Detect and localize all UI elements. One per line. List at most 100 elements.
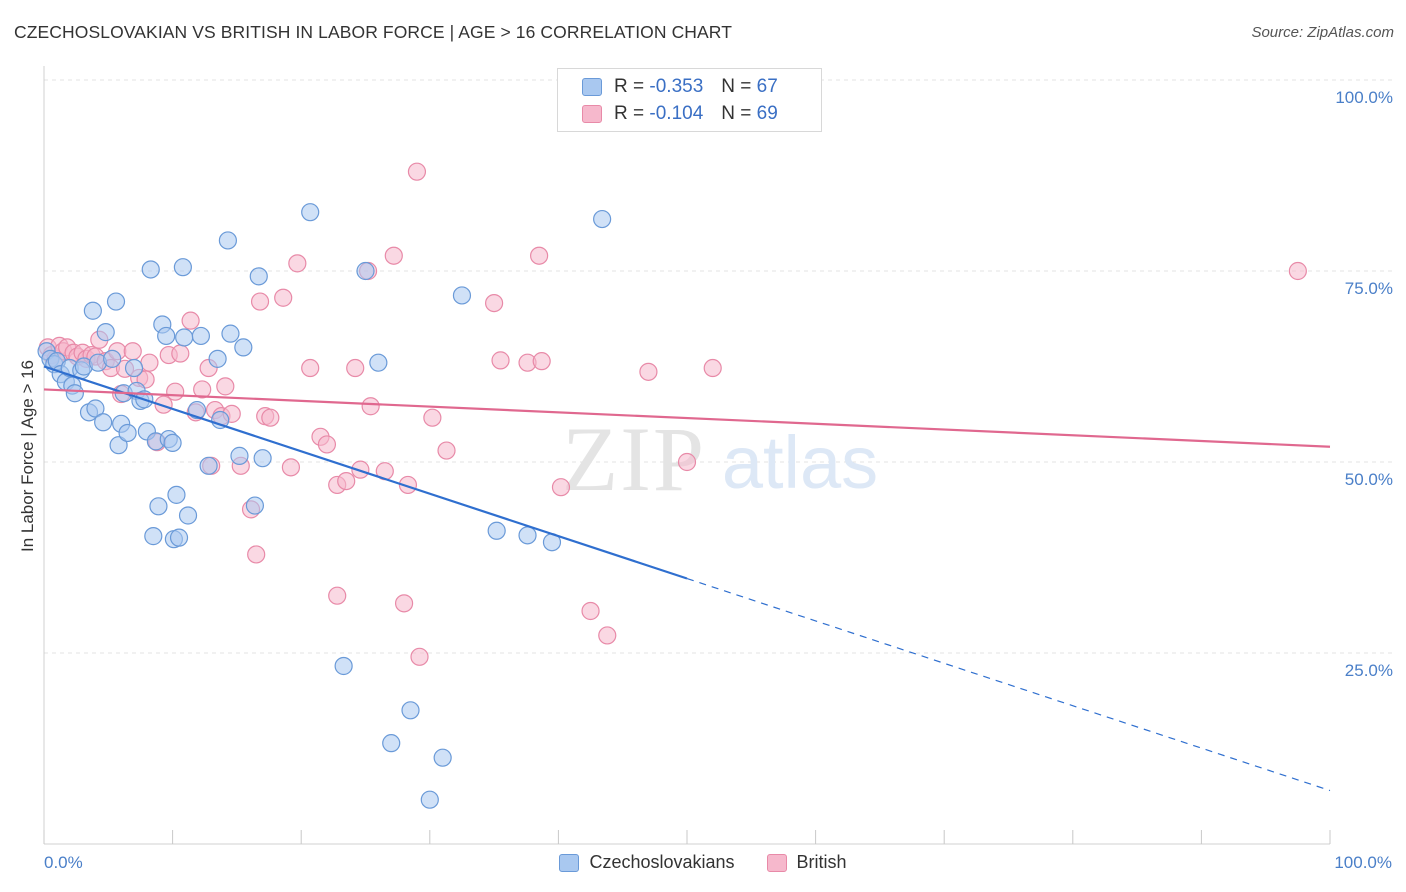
czech-point: [593, 209, 612, 229]
british-point: [181, 311, 200, 330]
czech-point: [249, 267, 268, 286]
british-swatch: [766, 853, 787, 872]
british-point: [361, 397, 380, 416]
n-value: 67: [756, 76, 778, 97]
british-swatch: [582, 105, 602, 123]
legend-item-czechoslovakians[interactable]: Czechoslovakians: [559, 852, 735, 873]
czech-point: [382, 734, 401, 753]
czech-point: [230, 446, 249, 465]
chart-title: CZECHOSLOVAKIAN VS BRITISH IN LABOR FORC…: [14, 22, 733, 42]
stats-legend: R = -0.353 N = 67 R = -0.104 N = 69: [557, 68, 822, 132]
czech-point: [452, 286, 472, 305]
czech-point: [253, 449, 272, 468]
czech-point: [106, 292, 126, 311]
british-point: [485, 293, 504, 313]
czech-point: [141, 260, 160, 279]
czech-point: [191, 326, 210, 346]
british-point: [140, 353, 159, 372]
british-point: [551, 478, 571, 497]
czech-point: [433, 748, 452, 767]
r-label: R =: [614, 76, 645, 97]
czech-point: [301, 203, 320, 222]
czech-point: [221, 324, 240, 343]
czech-point: [149, 497, 168, 516]
czech-trendline-extension: [686, 577, 1331, 792]
czech-point: [369, 353, 388, 372]
british-point: [317, 435, 337, 454]
czech-swatch: [582, 78, 602, 96]
n-label: N =: [721, 76, 752, 97]
czech-point: [487, 521, 506, 540]
british-point: [598, 626, 617, 645]
czech-point: [65, 384, 84, 403]
british-point: [301, 358, 320, 378]
british-point: [193, 380, 212, 399]
british-point: [532, 352, 551, 371]
british-point: [171, 344, 190, 363]
british-point: [274, 288, 293, 307]
british-point: [581, 601, 600, 621]
czechoslovakian-points: [37, 203, 612, 809]
watermark-atlas: atlas: [722, 421, 878, 504]
british-point: [281, 458, 301, 477]
british-point: [250, 292, 270, 311]
british-point: [261, 408, 280, 427]
x-tick-max: 100.0%: [1334, 853, 1392, 872]
british-point: [1288, 261, 1307, 281]
czech-point: [401, 701, 420, 720]
british-point: [394, 594, 414, 613]
czech-point: [96, 323, 115, 342]
czech-point: [109, 436, 128, 455]
czech-point: [218, 231, 237, 250]
czech-point: [94, 413, 113, 432]
british-point: [328, 586, 347, 605]
n-value: 69: [756, 103, 778, 124]
british-point: [703, 358, 722, 378]
n-label: N =: [721, 103, 752, 124]
trendlines: [43, 365, 1331, 792]
czech-point: [169, 528, 189, 547]
source-credit: Source: ZipAtlas.com: [1251, 24, 1394, 41]
y-tick-label: 25.0%: [1345, 661, 1393, 680]
czech-point: [83, 301, 102, 320]
british-point: [639, 362, 658, 381]
czech-point: [118, 423, 137, 443]
czech-point: [124, 358, 144, 378]
british-point: [288, 254, 307, 273]
czech-trendline: [43, 365, 688, 580]
british-point: [530, 246, 549, 265]
czech-point: [334, 656, 353, 676]
czech-point: [199, 456, 218, 475]
czech-point: [167, 485, 186, 504]
czech-point: [356, 261, 375, 281]
czech-point: [234, 338, 253, 357]
legend-row-czech: R = -0.353 N = 67: [582, 75, 778, 99]
series-legend: Czechoslovakians British: [0, 852, 1406, 873]
british-trendline: [43, 388, 1331, 448]
czech-point: [144, 527, 163, 546]
british-point: [247, 545, 266, 564]
british-point: [346, 358, 365, 378]
czech-swatch: [559, 853, 580, 872]
british-point: [123, 342, 142, 361]
czech-point: [518, 526, 537, 545]
legend-item-british[interactable]: British: [766, 852, 847, 873]
british-point: [437, 441, 456, 460]
y-tick-label: 75.0%: [1345, 279, 1393, 298]
british-point: [398, 475, 418, 495]
czech-point: [187, 400, 207, 420]
czech-point: [173, 258, 192, 277]
y-tick-label: 100.0%: [1335, 88, 1393, 107]
legend-label: Czechoslovakians: [589, 852, 735, 872]
y-tick-labels: 25.0% 50.0% 75.0% 100.0%: [1335, 88, 1393, 680]
czech-point: [420, 790, 439, 809]
british-point: [337, 472, 356, 491]
r-label: R =: [614, 103, 645, 124]
czech-point: [86, 399, 105, 418]
czech-point: [178, 506, 198, 525]
r-value: -0.353: [649, 76, 704, 97]
british-point: [410, 647, 429, 666]
czech-point: [175, 328, 194, 347]
british-point: [154, 395, 173, 414]
